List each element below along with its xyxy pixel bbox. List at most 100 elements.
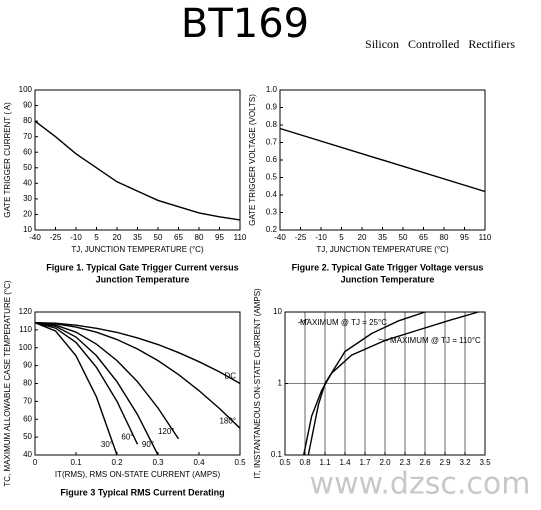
y-tick-label: 0.4 bbox=[266, 190, 278, 199]
watermark: www.dzsc.com bbox=[310, 467, 531, 502]
y-tick-label: 1 bbox=[278, 379, 283, 388]
x-tick-label: -25 bbox=[50, 233, 62, 242]
x-tick-label: -40 bbox=[29, 233, 41, 242]
x-tick-label: 95 bbox=[460, 233, 469, 242]
x-tick-label: 2.6 bbox=[419, 458, 431, 467]
y-tick-label: 0.7 bbox=[266, 138, 278, 147]
plot-frame bbox=[34, 311, 241, 456]
figure-caption: Figure 3 Typical RMS Current Derating bbox=[60, 487, 224, 497]
y-tick-label: 70 bbox=[23, 396, 32, 405]
y-tick-label: 110 bbox=[19, 325, 32, 334]
y-tick-label: 60 bbox=[23, 414, 32, 423]
y-tick-label: 120 bbox=[19, 307, 33, 316]
x-tick-label: 0.5 bbox=[234, 458, 246, 467]
x-tick-label: 0.2 bbox=[111, 458, 123, 467]
y-tick-label: 0.6 bbox=[266, 155, 278, 164]
series-line bbox=[34, 322, 241, 385]
x-tick-label: 3.5 bbox=[479, 458, 491, 467]
x-tick-label: 0.1 bbox=[70, 458, 82, 467]
x-axis-label: TJ, JUNCTION TEMPERATURE (°C) bbox=[71, 245, 204, 254]
x-tick-label: 95 bbox=[215, 233, 224, 242]
x-tick-label: -10 bbox=[315, 233, 327, 242]
leader-line bbox=[378, 338, 389, 342]
y-tick-label: 0.8 bbox=[266, 120, 278, 129]
x-tick-label: 80 bbox=[440, 233, 449, 242]
y-tick-label: 0.2 bbox=[266, 225, 278, 234]
series-label: DC bbox=[224, 372, 236, 381]
y-tick-label: 0.5 bbox=[266, 173, 278, 182]
figure-caption: Figure 2. Typical Gate Trigger Voltage v… bbox=[292, 262, 484, 272]
series-line bbox=[279, 127, 486, 193]
series-line bbox=[34, 322, 241, 429]
y-tick-label: 50 bbox=[23, 163, 32, 172]
series-label: 60° bbox=[121, 432, 133, 441]
figure-caption: Junction Temperature bbox=[96, 274, 190, 284]
x-tick-label: 50 bbox=[399, 233, 408, 242]
x-tick-label: 20 bbox=[113, 233, 122, 242]
plot-frame bbox=[34, 89, 241, 231]
x-tick-label: 1.7 bbox=[359, 458, 371, 467]
y-tick-label: 10 bbox=[273, 307, 282, 316]
series-line bbox=[34, 322, 118, 456]
x-tick-label: -40 bbox=[274, 233, 286, 242]
x-tick-label: -25 bbox=[295, 233, 307, 242]
x-tick-label: 80 bbox=[195, 233, 204, 242]
y-tick-label: 90 bbox=[23, 361, 32, 370]
x-axis-label: IT(RMS), RMS ON-STATE CURRENT (AMPS) bbox=[55, 470, 221, 479]
x-tick-label: 0.4 bbox=[193, 458, 205, 467]
leader-line bbox=[297, 318, 309, 324]
y-tick-label: 30 bbox=[23, 194, 32, 203]
y-tick-label: 80 bbox=[23, 379, 32, 388]
x-tick-label: 2.9 bbox=[439, 458, 451, 467]
y-tick-label: 70 bbox=[23, 132, 32, 141]
series-line bbox=[34, 322, 159, 456]
y-tick-label: 20 bbox=[23, 210, 32, 219]
x-tick-label: 0.3 bbox=[152, 458, 164, 467]
x-tick-label: 0.5 bbox=[279, 458, 291, 467]
y-tick-label: 0.9 bbox=[266, 103, 278, 112]
x-tick-label: 1.4 bbox=[339, 458, 351, 467]
series-line bbox=[307, 311, 426, 456]
y-tick-label: 1.0 bbox=[266, 85, 278, 94]
series-line bbox=[302, 311, 479, 456]
y-tick-label: 40 bbox=[23, 178, 32, 187]
y-tick-label: 100 bbox=[19, 85, 33, 94]
x-tick-label: 3.2 bbox=[459, 458, 471, 467]
x-tick-label: 2.0 bbox=[379, 458, 391, 467]
series-label: 90° bbox=[142, 440, 154, 449]
series-label: MAXIMUM @ TJ = 110°C bbox=[390, 336, 481, 345]
y-tick-label: 0.1 bbox=[271, 450, 283, 459]
x-tick-label: 1.1 bbox=[319, 458, 331, 467]
y-tick-label: 50 bbox=[23, 432, 32, 441]
y-tick-label: 0.3 bbox=[266, 208, 278, 217]
series-line bbox=[34, 120, 241, 221]
series-label: MAXIMUM @ TJ = 25°C bbox=[300, 318, 387, 327]
series-line bbox=[34, 322, 139, 445]
y-tick-label: 60 bbox=[23, 147, 32, 156]
x-tick-label: 0.8 bbox=[299, 458, 311, 467]
x-axis-label: TJ, JUNCTION TEMPERATURE (°C) bbox=[316, 245, 449, 254]
x-tick-label: 65 bbox=[419, 233, 428, 242]
y-tick-label: 100 bbox=[19, 343, 33, 352]
x-tick-label: 35 bbox=[378, 233, 387, 242]
title: BT169 bbox=[181, 1, 309, 47]
y-axis-label: GATE TRIGGER CURRENT ( A) bbox=[3, 102, 12, 218]
y-tick-label: 10 bbox=[23, 225, 32, 234]
figure-caption: Junction Temperature bbox=[341, 274, 435, 284]
x-tick-label: 110 bbox=[234, 233, 247, 242]
series-line bbox=[34, 322, 180, 440]
y-tick-label: 80 bbox=[23, 116, 32, 125]
x-tick-label: 65 bbox=[174, 233, 183, 242]
y-tick-label: 90 bbox=[23, 101, 32, 110]
x-tick-label: 5 bbox=[94, 233, 99, 242]
x-tick-label: 2.3 bbox=[399, 458, 411, 467]
series-label: 120° bbox=[158, 427, 175, 436]
series-label: 30° bbox=[101, 440, 113, 449]
x-tick-label: -10 bbox=[70, 233, 82, 242]
x-tick-label: 35 bbox=[133, 233, 142, 242]
series-label: 180° bbox=[219, 416, 236, 425]
y-tick-label: 40 bbox=[23, 450, 32, 459]
x-tick-label: 110 bbox=[479, 233, 492, 242]
